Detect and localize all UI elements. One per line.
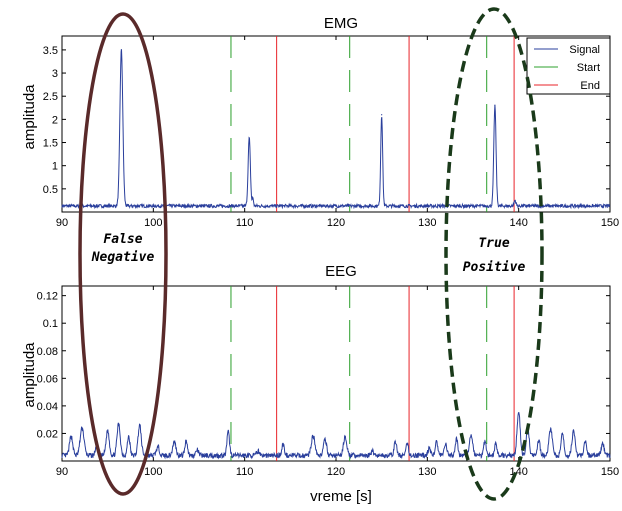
emg-ytick-label: 1 [52,161,58,173]
emg-ylabel: amplituda [21,84,38,150]
eeg-signal-peak [495,443,497,446]
eeg-signal-peak [128,435,130,437]
eeg-signal-peak [602,443,604,446]
true-positive-label-line2: Positive [463,260,526,275]
eeg-ytick-label: 0.12 [37,291,58,303]
emg-title: EMG [324,15,358,32]
emg-xtick-label: 100 [144,217,162,229]
eeg-signal-peak [344,435,346,437]
eeg-signal-peak [70,435,72,437]
legend-end-label: End [580,80,600,92]
eeg-signal-peak [584,441,586,443]
eeg-ytick-label: 0.06 [37,373,58,385]
eeg-signal-peak [445,443,447,446]
eeg-signal-peak [518,412,520,414]
true-positive-ellipse [444,7,544,501]
eeg-signal-peak [435,441,438,443]
emg-signal-line [61,49,611,210]
eeg-ytick-label: 0.04 [37,401,58,413]
emg-plot-area: 90 100 110 120 130 140 150 0.5 1 1.5 2 2.5 3 3.5 [43,35,619,229]
eeg-signal-peak [371,450,374,452]
eeg-signal-peak [470,434,472,436]
eeg-signal-peak [157,446,159,448]
eeg-xlabel: vreme [s] [310,488,372,505]
emg-ytick-label: 3 [52,68,58,80]
eeg-xtick-label: 110 [236,466,254,478]
eeg-signal-peak [428,447,430,450]
legend-signal-label: Signal [569,44,600,56]
eeg-axes-box [61,285,611,462]
eeg-xtick-label: 150 [601,466,619,478]
eeg-plot-area: 90 100 110 120 130 140 150 0.02 0.04 0.06 0.08 0.1 0… [37,285,619,478]
eeg-xtick-label: 100 [144,466,162,478]
emg-signal-peak [252,197,254,199]
eeg-signal-peak [107,430,109,432]
eeg-signal-peak [173,441,175,443]
eeg-panel: EEG amplituda vreme [s] 90 100 110 120 130 14… [21,263,619,505]
emg-ytick-label: 2 [52,114,58,126]
eeg-xtick-label: 120 [327,466,345,478]
eeg-signal-peak [282,443,284,446]
legend-start-label: Start [577,62,600,74]
eeg-signal-peak [484,439,486,441]
emg-ytick-label: 1.5 [43,138,58,150]
false-negative-label-line1: False [103,232,142,247]
eeg-signal-peak [455,438,458,440]
eeg-signal-peak [572,431,575,433]
emg-panel: EMG amplituda 90 100 110 120 130 140 150 0.5 1 1.… [21,15,619,229]
emg-signal-peak [248,137,250,139]
emg-signal-peak [381,114,383,116]
false-negative-ellipse [78,12,168,496]
emg-signal-peak [494,104,496,107]
false-negative-label-line2: Negative [91,250,155,265]
eeg-signal-peak [561,432,564,435]
emg-xtick-label: 110 [236,217,254,229]
eeg-signal-peak [394,441,396,443]
emg-legend: Signal Start End [526,37,611,95]
eeg-xtick-label: 140 [509,466,527,478]
emg-xtick-label: 150 [601,217,619,229]
eeg-xtick-label: 130 [418,466,436,478]
eeg-signal-peak [227,431,229,433]
eeg-ytick-label: 0.08 [37,346,58,358]
eeg-ytick-label: 0.1 [43,318,58,330]
emg-ytick-label: 0.5 [43,184,58,196]
eeg-signal-peak [324,439,326,441]
eeg-signal-peak [257,450,259,452]
eeg-signal-peak [550,427,552,429]
annotations: False Negative True Positive [78,7,544,501]
eeg-signal-peak [196,449,198,451]
eeg-signal-peak [312,435,314,437]
emg-ytick-label: 2.5 [43,91,58,103]
eeg-xtick-label: 90 [56,466,68,478]
eeg-signal-peak [139,424,141,426]
eeg-signal-peak [118,423,120,425]
emg-ytick-label: 3.5 [43,45,58,57]
emg-xtick-label: 90 [56,217,68,229]
emg-xtick-label: 120 [327,217,345,229]
eeg-signal-peak [538,439,540,441]
eeg-signal-peak [406,443,408,446]
emg-signal-peak [120,49,122,51]
eeg-title: EEG [325,263,357,280]
eeg-signal-peak [185,439,187,441]
true-positive-label-line1: True [478,236,509,251]
eeg-ylabel: amplituda [21,342,38,408]
emg-signal-peak [514,199,516,202]
eeg-signal-line [61,411,611,460]
emg-xtick-label: 140 [509,217,527,229]
eeg-signal-peak [81,427,83,429]
emg-xtick-label: 130 [418,217,436,229]
eeg-ytick-label: 0.02 [37,428,58,440]
